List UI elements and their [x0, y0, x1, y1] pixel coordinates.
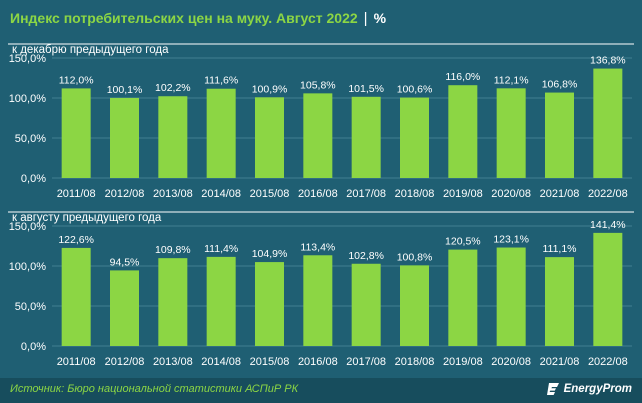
panel-2-x-tick-label: 2017/08 — [346, 356, 386, 368]
panel-1-x-tick-label: 2017/08 — [346, 188, 386, 200]
title-separator: | — [363, 9, 368, 27]
panel-1-value-label: 116,0% — [445, 71, 480, 83]
energyprom-logo-icon — [546, 383, 559, 395]
panel-2-y-tick-label: 100,0% — [9, 261, 47, 273]
panel-2-bar — [593, 232, 623, 346]
panel-2-value-label: 111,1% — [542, 243, 576, 255]
brand-name: EnergyProm — [563, 383, 632, 395]
panel-1-value-label: 100,6% — [397, 84, 433, 96]
panel-1-value-label: 106,8% — [542, 79, 578, 91]
panel-1-value-label: 105,8% — [300, 79, 336, 91]
panel-2-y-tick-label: 50,0% — [15, 301, 46, 313]
panel-1-y-tick-label: 50,0% — [15, 133, 46, 145]
brand-logo: EnergyProm — [546, 381, 632, 397]
panel-2-bar — [206, 256, 236, 346]
chart-header: Индекс потребительских цен на муку. Авгу… — [10, 8, 386, 28]
panel-1-bar — [158, 96, 188, 178]
panel-2-x-tick-label: 2015/08 — [250, 356, 290, 368]
panel-2-x-tick-label: 2012/08 — [105, 356, 145, 368]
panel-1-value-label: 136,8% — [590, 55, 626, 67]
panel-1-value-label: 101,5% — [348, 83, 384, 95]
panel-2-x-tick-label: 2018/08 — [395, 356, 435, 368]
panel-2-value-label: 104,9% — [252, 248, 288, 260]
panel-1-value-label: 100,1% — [107, 84, 143, 96]
panel-1-x-tick-label: 2015/08 — [250, 188, 290, 200]
panel-1-x-tick-label: 2013/08 — [153, 188, 193, 200]
panel-2-value-label: 113,4% — [300, 241, 335, 253]
panel-2-x-tick-label: 2016/08 — [298, 356, 338, 368]
panel-2-bar — [303, 255, 333, 346]
panel-2-value-label: 94,5% — [110, 256, 140, 268]
panel-2-bar — [545, 257, 574, 346]
panel-1-x-tick-label: 2021/08 — [540, 188, 580, 200]
panel-2-bar — [448, 249, 478, 346]
panel-2-x-tick-label: 2019/08 — [443, 356, 483, 368]
panel-1-x-tick-label: 2011/08 — [57, 188, 96, 200]
title-unit: % — [373, 10, 387, 26]
panel-2-x-tick-label: 2020/08 — [491, 356, 531, 368]
panel-2-bar — [158, 258, 188, 346]
panel-1-x-tick-label: 2012/08 — [105, 188, 145, 200]
panel-2-y-tick-label: 150,0% — [9, 221, 47, 233]
panel-2-value-label: 102,8% — [348, 250, 384, 262]
panel-2-x-tick-label: 2013/08 — [153, 356, 193, 368]
panel-1-bar — [303, 93, 333, 178]
panel-2-subtitle: к августу предыдущего года — [12, 212, 162, 224]
panel-2-value-label: 100,8% — [397, 251, 433, 263]
panel-1-x-tick-label: 2018/08 — [395, 188, 435, 200]
panel-2-bar — [61, 247, 91, 346]
panel-1-y-tick-label: 100,0% — [9, 93, 47, 105]
panel-1-bar — [351, 96, 381, 178]
panel-1-x-tick-label: 2016/08 — [298, 188, 338, 200]
footer: Источник: Бюро национальной статистики А… — [0, 378, 642, 403]
panel-1-x-tick-label: 2022/08 — [588, 188, 628, 200]
panel-2-value-label: 109,8% — [155, 244, 191, 256]
panel-1-bar — [255, 97, 284, 178]
panel-1-value-label: 112,1% — [494, 74, 529, 86]
panel-1-y-tick-label: 0,0% — [21, 173, 46, 185]
panel-1-bar — [400, 97, 429, 178]
chart-canvas: к декабрю предыдущего года 0,0% 50,0% 100,0… — [8, 43, 634, 368]
panel-1-bar — [448, 85, 478, 178]
panel-2-value-label: 123,1% — [493, 234, 529, 246]
panel-1-bar — [61, 88, 91, 178]
panel-1-x-tick-label: 2019/08 — [443, 188, 483, 200]
panel-1-bar — [545, 92, 574, 178]
panel-1-subtitle: к декабрю предыдущего года — [12, 44, 169, 56]
panel-2-x-tick-label: 2021/08 — [540, 356, 580, 368]
panel-1-x-tick-label: 2014/08 — [201, 188, 241, 200]
panel-2-y-tick-label: 0,0% — [21, 341, 46, 353]
panel-2-value-label: 122,6% — [58, 234, 94, 246]
panel-2-bar — [255, 262, 284, 346]
panel-1-bar — [593, 68, 623, 178]
panel-1-y-tick-label: 150,0% — [9, 53, 47, 65]
panel-2-x-tick-label: 2011/08 — [57, 356, 96, 368]
panel-2-bar — [496, 247, 526, 346]
panel-2-value-label: 141,4% — [590, 219, 626, 231]
panel-1-value-label: 100,9% — [252, 83, 288, 95]
panel-1-value-label: 102,2% — [155, 82, 191, 94]
panel-1-value-label: 111,6% — [204, 75, 238, 87]
panel-2-value-label: 111,4% — [204, 243, 238, 255]
panel-2-value-label: 120,5% — [445, 236, 481, 248]
panel-1-value-label: 112,0% — [59, 74, 94, 86]
chart-title: Индекс потребительских цен на муку. Авгу… — [10, 10, 358, 26]
panel-2-bar — [400, 265, 429, 346]
panel-2-x-tick-label: 2014/08 — [201, 356, 241, 368]
panel-2-x-tick-label: 2022/08 — [588, 356, 628, 368]
panel-1-bar — [206, 88, 236, 178]
panel-2-bar — [351, 263, 381, 346]
panel-2-bar — [110, 270, 139, 346]
panel-1-bar — [110, 97, 139, 178]
panel-1-x-tick-label: 2020/08 — [491, 188, 531, 200]
panel-1-bar — [496, 88, 526, 178]
source-note: Источник: Бюро национальной статистики А… — [10, 383, 299, 395]
